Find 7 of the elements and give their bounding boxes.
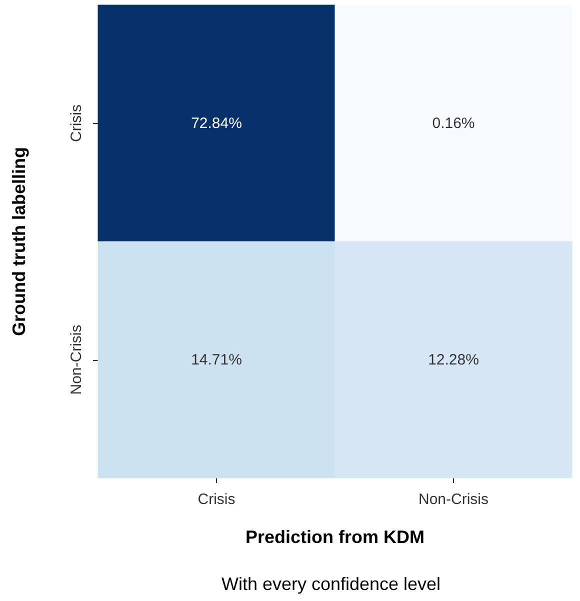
data-label: 72.84% xyxy=(191,114,242,132)
x-axis-title: Prediction from KDM xyxy=(245,527,425,547)
data-label: 0.16% xyxy=(432,114,475,132)
y-axis-title: Ground truth labelling xyxy=(9,147,29,336)
data-label: 14.71% xyxy=(191,351,242,368)
text: With every confidence level xyxy=(221,574,441,594)
data-label: 12.28% xyxy=(428,351,479,368)
